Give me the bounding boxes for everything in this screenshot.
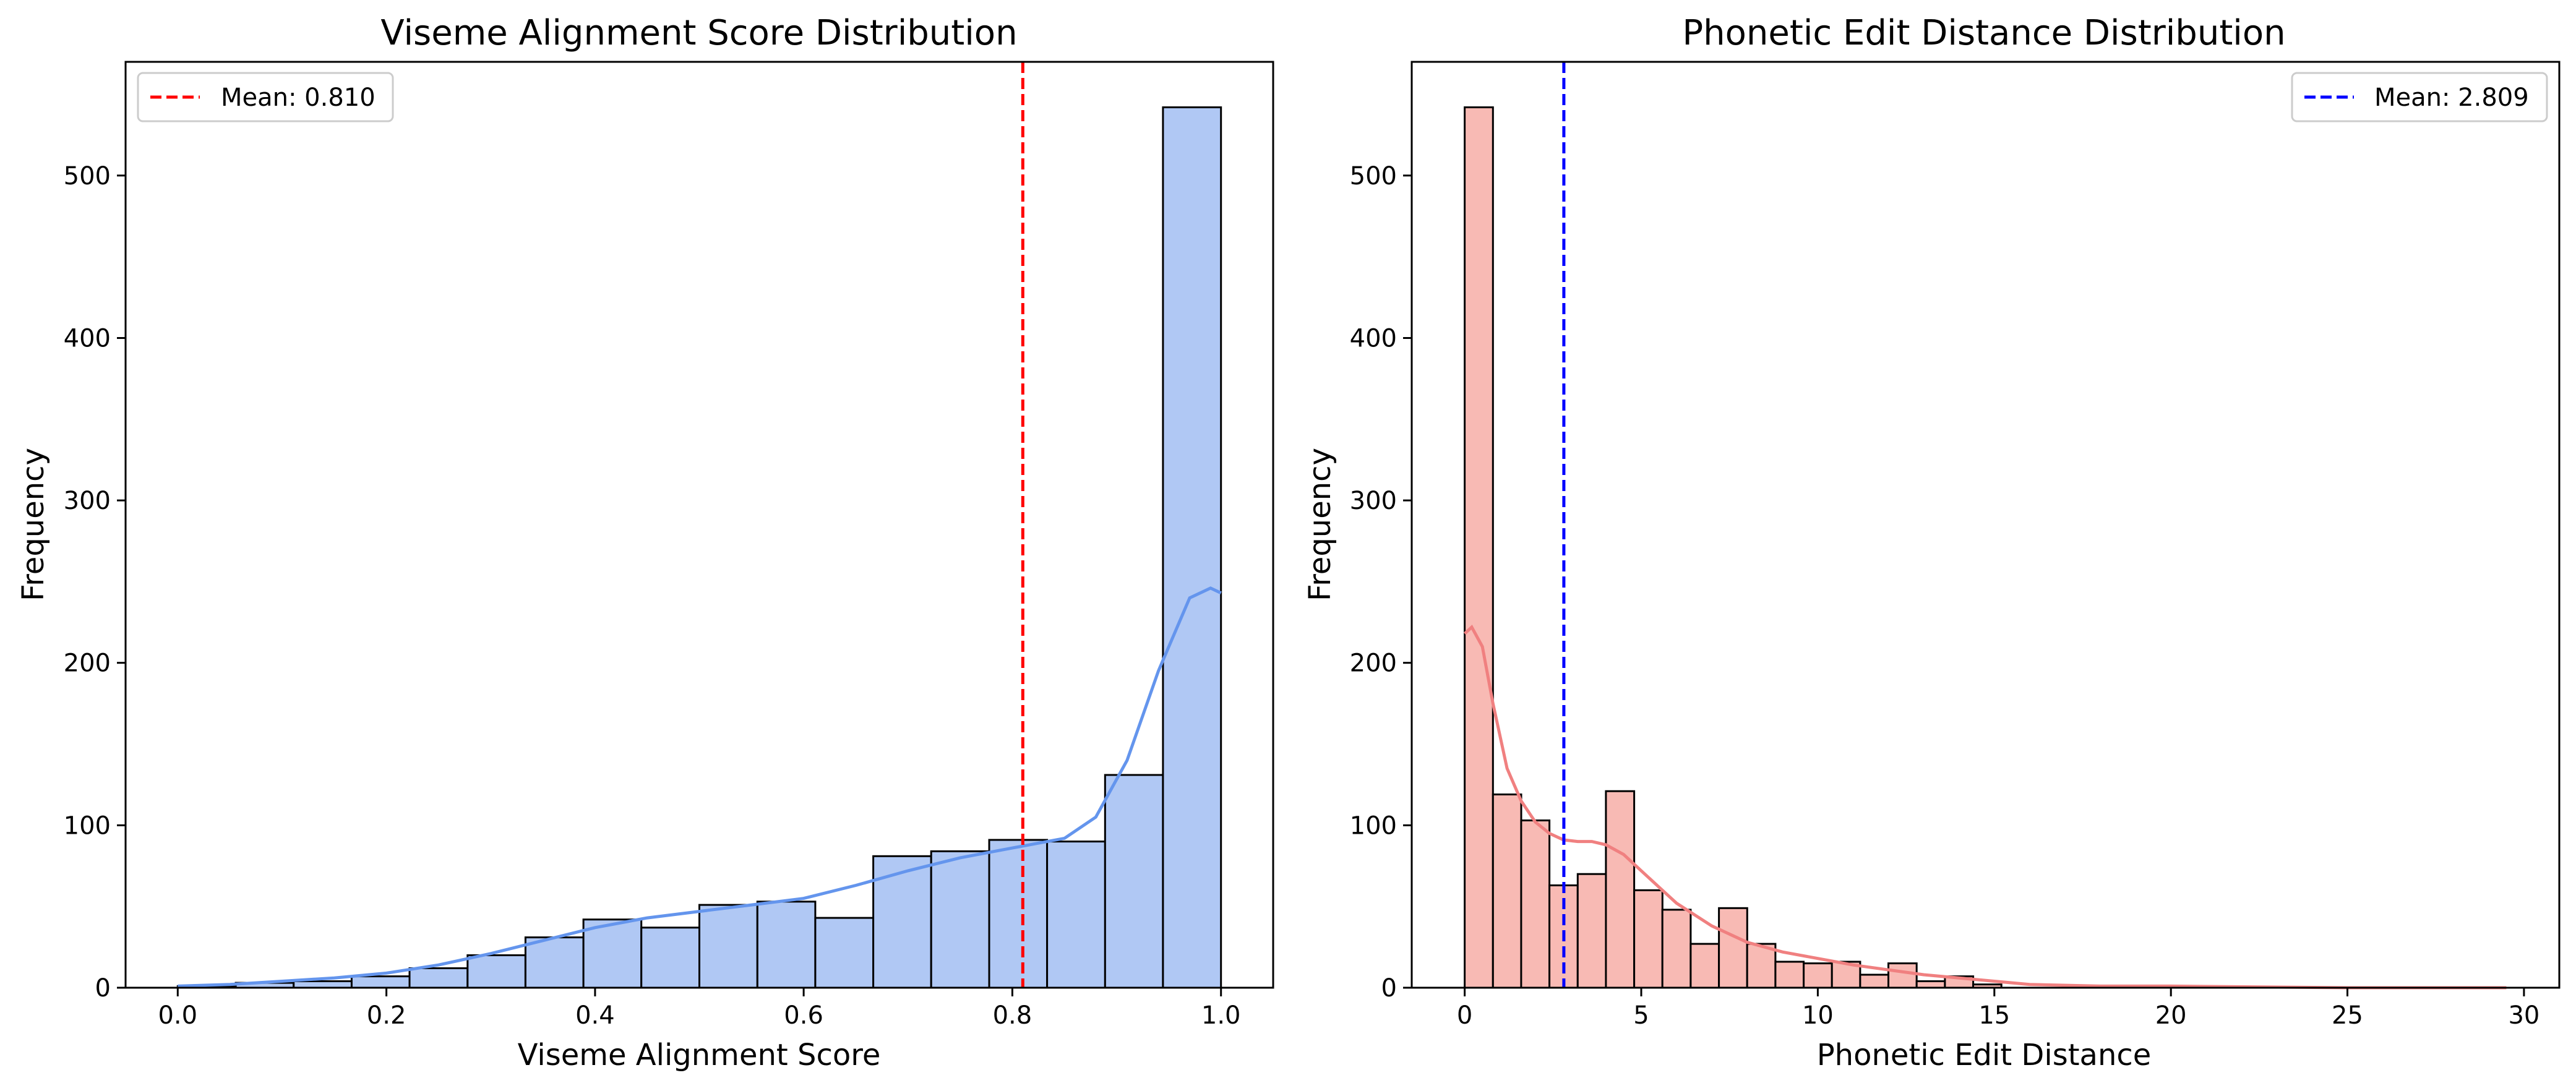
phonetic-plot-frame — [1410, 61, 2561, 989]
phonetic-x-tick-label: 25 — [2332, 1001, 2363, 1030]
phonetic-legend: Mean: 2.809 — [2291, 72, 2548, 122]
phonetic-x-tick-label: 15 — [1978, 1001, 2010, 1030]
viseme-kde-path — [178, 586, 1222, 988]
phonetic-histogram-bar — [1887, 962, 1918, 989]
viseme-x-tick-label: 0.4 — [575, 1001, 615, 1030]
phonetic-legend-box — [2291, 72, 2548, 122]
phonetic-histogram-bar — [1689, 943, 1720, 989]
viseme-x-axis-label: Viseme Alignment Score — [518, 1038, 881, 1072]
phonetic-y-ticks: 0 100 200 300 400 500 — [1350, 162, 1412, 1003]
phonetic-histogram-bar — [1774, 961, 1805, 989]
viseme-x-tick-label: 0.8 — [993, 1001, 1033, 1030]
viseme-histogram-bar — [698, 904, 758, 989]
phonetic-histogram-bar — [1915, 980, 1946, 989]
viseme-histogram-bar — [408, 967, 469, 989]
phonetic-histogram-bar — [1633, 889, 1664, 989]
phonetic-histogram-bar — [1718, 907, 1748, 989]
phonetic-chart-title: Phonetic Edit Distance Distribution — [1682, 13, 2285, 53]
phonetic-histogram-bar — [1605, 790, 1636, 989]
phonetic-histogram-bar — [1464, 106, 1494, 989]
phonetic-x-tick-label: 5 — [1633, 1001, 1649, 1030]
viseme-y-tick-label: 400 — [64, 325, 111, 353]
phonetic-x-ticks: 0 5 10 15 20 25 30 — [1457, 988, 2540, 1030]
viseme-histogram-bar — [1046, 841, 1106, 989]
viseme-y-tick-label: 500 — [64, 162, 111, 190]
phonetic-legend-label: Mean: 2.809 — [2374, 83, 2529, 112]
viseme-x-tick-label: 0.2 — [367, 1001, 406, 1030]
phonetic-y-tick-label: 0 — [1381, 974, 1397, 1003]
phonetic-x-tick-label: 30 — [2508, 1001, 2540, 1030]
viseme-x-tick-label: 1.0 — [1201, 1001, 1241, 1030]
viseme-x-ticks: 0.0 0.2 0.4 0.6 0.8 1.0 — [158, 988, 1241, 1030]
viseme-kde-curve — [178, 586, 1222, 988]
phonetic-histogram-bar — [1803, 962, 1833, 989]
viseme-histogram-bar — [640, 926, 700, 989]
phonetic-x-tick-label: 0 — [1457, 1001, 1472, 1030]
viseme-histogram-bar — [1162, 106, 1222, 989]
viseme-histogram-bar — [350, 975, 411, 989]
viseme-y-tick-label: 200 — [64, 649, 111, 678]
viseme-y-tick-label: 0 — [95, 974, 111, 1003]
viseme-histogram-bar — [930, 850, 990, 989]
phonetic-y-tick-label: 500 — [1350, 162, 1397, 190]
phonetic-y-tick-label: 100 — [1350, 811, 1397, 840]
viseme-y-tick-label: 100 — [64, 811, 111, 840]
viseme-y-tick-label: 300 — [64, 487, 111, 515]
phonetic-histogram-bar — [1859, 973, 1890, 989]
phonetic-y-axis-label: Frequency — [1303, 448, 1337, 601]
phonetic-panel: Phonetic Edit Distance Distribution 0 5 10… — [1303, 13, 2561, 1072]
viseme-histogram-bar — [814, 917, 875, 989]
viseme-y-ticks: 0 100 200 300 400 500 — [64, 162, 126, 1003]
viseme-x-tick-label: 0.6 — [784, 1001, 823, 1030]
phonetic-histogram-bar — [1492, 794, 1522, 989]
viseme-histogram-bar — [756, 901, 817, 989]
viseme-panel: Viseme Alignment Score Distribution 0.0 0… — [16, 13, 1274, 1072]
viseme-bars — [176, 106, 1222, 989]
viseme-x-tick-label: 0.0 — [158, 1001, 197, 1030]
viseme-legend: Mean: 0.810 — [137, 72, 394, 122]
phonetic-x-tick-label: 10 — [1802, 1001, 1834, 1030]
phonetic-y-tick-label: 200 — [1350, 649, 1397, 678]
phonetic-kde-path — [1463, 624, 2507, 990]
viseme-chart-title: Viseme Alignment Score Distribution — [380, 13, 1017, 53]
viseme-histogram-bar — [1104, 774, 1164, 989]
viseme-histogram-bar — [524, 936, 585, 989]
phonetic-histogram-bar — [1576, 873, 1607, 989]
viseme-legend-box — [137, 72, 394, 122]
viseme-histogram-bar — [582, 918, 643, 989]
phonetic-y-tick-label: 400 — [1350, 325, 1397, 353]
phonetic-x-tick-label: 20 — [2155, 1001, 2187, 1030]
phonetic-x-axis-label: Phonetic Edit Distance — [1817, 1038, 2152, 1072]
viseme-histogram-bar — [466, 954, 526, 989]
viseme-legend-label: Mean: 0.810 — [221, 83, 376, 112]
viseme-y-axis-label: Frequency — [16, 448, 51, 601]
viseme-histogram-bar — [872, 855, 932, 989]
phonetic-bars — [1464, 106, 2003, 989]
viseme-histogram-bar — [293, 980, 353, 989]
phonetic-kde-curve — [1463, 624, 2507, 990]
viseme-histogram-bar — [988, 839, 1049, 989]
phonetic-histogram-bar — [1520, 819, 1551, 989]
phonetic-histogram-bar — [1661, 909, 1692, 989]
viseme-plot-frame — [124, 61, 1274, 989]
phonetic-y-tick-label: 300 — [1350, 487, 1397, 515]
